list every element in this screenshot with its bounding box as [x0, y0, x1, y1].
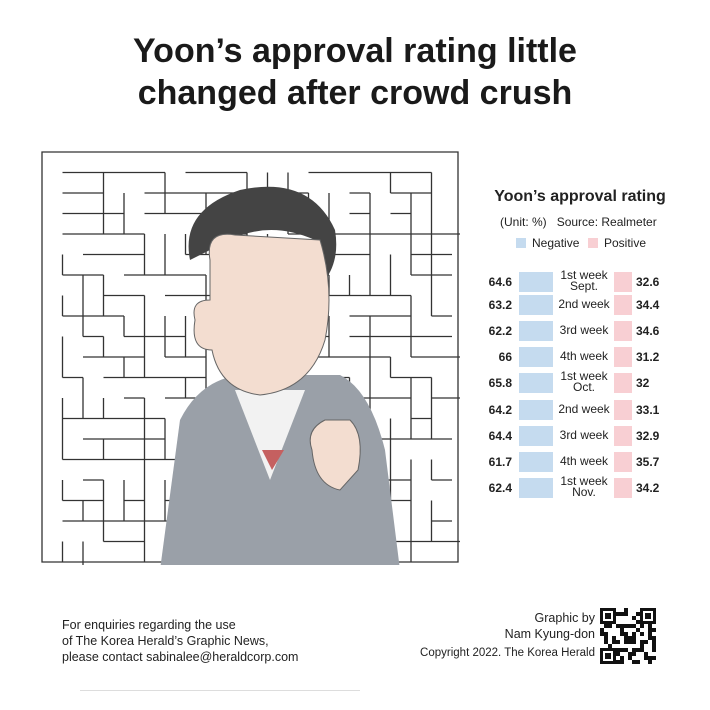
chart-unit-source: (Unit: %) Source: Realmeter — [500, 215, 657, 229]
legend-swatch — [516, 238, 526, 248]
positive-value-label: 34.4 — [636, 298, 660, 312]
legend-label: Negative — [532, 236, 580, 250]
category-label: 1st week Oct. — [554, 369, 614, 394]
negative-bar — [519, 295, 553, 315]
negative-value-label: 61.7 — [488, 455, 512, 469]
negative-bar — [519, 400, 553, 420]
negative-bar — [519, 272, 553, 292]
positive-bar — [614, 272, 632, 292]
category-line: 1st week — [560, 474, 608, 488]
legend-negative: Negative — [516, 236, 579, 250]
negative-value-label: 62.2 — [488, 324, 512, 338]
divider — [80, 690, 360, 691]
title-line: Yoon’s approval rating little — [133, 32, 577, 70]
category-line: 4th week — [559, 454, 609, 468]
positive-bar — [614, 321, 632, 341]
positive-bar — [614, 347, 632, 367]
portrait-illustration — [160, 186, 400, 565]
credit: Graphic by Nam Kyung-don — [505, 610, 595, 642]
negative-value-label: 64.2 — [488, 403, 512, 417]
category-label: 4th week — [554, 454, 614, 468]
source-label: Source: Realmeter — [556, 215, 657, 229]
chart-row: 66 4th week 31.2 — [470, 345, 680, 369]
legend-swatch — [588, 238, 598, 248]
negative-bar — [519, 452, 553, 472]
positive-bar — [614, 478, 632, 498]
page-title: Yoon’s approval rating little changed af… — [0, 30, 710, 114]
negative-bar — [519, 426, 553, 446]
credit-line: Nam Kyung-don — [504, 627, 595, 641]
negative-value-label: 64.6 — [488, 275, 512, 289]
chart-row: 64.6 1st week Sept. 32.6 — [470, 268, 680, 294]
chart-row: 64.4 3rd week 32.9 — [470, 424, 680, 448]
category-label: 1st week Sept. — [554, 268, 614, 293]
category-line: 1st week — [560, 369, 608, 383]
positive-value-label: 32.6 — [636, 275, 660, 289]
qr-code[interactable] — [600, 608, 656, 664]
unit-label: (Unit: %) — [500, 215, 547, 229]
negative-bar — [519, 478, 553, 498]
chart-row: 62.4 1st week Nov. 34.2 — [470, 474, 680, 500]
negative-bar — [519, 347, 553, 367]
category-label: 4th week — [554, 349, 614, 363]
positive-value-label: 32 — [636, 376, 650, 390]
chart-row: 62.2 3rd week 34.6 — [470, 319, 680, 343]
category-line: Sept. — [569, 279, 599, 293]
category-line: 3rd week — [559, 323, 609, 337]
category-line: 2nd week — [558, 402, 610, 416]
chart-row: 63.2 2nd week 34.4 — [470, 293, 680, 317]
positive-value-label: 34.2 — [636, 481, 660, 495]
positive-value-label: 32.9 — [636, 429, 660, 443]
chart-title: Yoon’s approval rating — [494, 188, 666, 205]
negative-value-label: 64.4 — [488, 429, 512, 443]
enquiry-line: of The Korea Herald’s Graphic News, — [62, 634, 269, 648]
chart-row: 64.2 2nd week 33.1 — [470, 398, 680, 422]
credit-line: Graphic by — [534, 611, 595, 625]
legend-positive: Positive — [588, 236, 646, 250]
category-label: 3rd week — [554, 323, 614, 337]
negative-bar — [519, 373, 553, 393]
positive-value-label: 31.2 — [636, 350, 660, 364]
category-label: 1st week Nov. — [554, 474, 614, 499]
category-line: 1st week — [560, 268, 608, 282]
negative-value-label: 63.2 — [488, 298, 512, 312]
chart-row: 65.8 1st week Oct. 32 — [470, 369, 680, 395]
negative-value-label: 65.8 — [488, 376, 512, 390]
enquiry-note: For enquiries regarding the use of The K… — [62, 617, 298, 665]
positive-value-label: 33.1 — [636, 403, 660, 417]
maze-illustration — [41, 151, 460, 565]
positive-value-label: 35.7 — [636, 455, 660, 469]
title-line: changed after crowd crush — [137, 74, 573, 112]
positive-bar — [614, 373, 632, 393]
enquiry-line: For enquiries regarding the use — [62, 618, 236, 632]
category-label: 2nd week — [554, 297, 614, 311]
category-line: Nov. — [572, 485, 596, 499]
enquiry-line: please contact sabinalee@heraldcorp.com — [62, 650, 299, 664]
category-line: 4th week — [559, 349, 609, 363]
negative-value-label: 66 — [498, 350, 512, 364]
category-line: 2nd week — [558, 297, 610, 311]
positive-bar — [614, 400, 632, 420]
chart-row: 61.7 4th week 35.7 — [470, 450, 680, 474]
category-line: 3rd week — [559, 428, 609, 442]
legend-label: Positive — [604, 236, 647, 250]
copyright: Copyright 2022. The Korea Herald — [420, 647, 595, 659]
positive-bar — [614, 426, 632, 446]
category-line: Oct. — [572, 380, 595, 394]
negative-value-label: 62.4 — [488, 481, 512, 495]
positive-bar — [614, 452, 632, 472]
positive-value-label: 34.6 — [636, 324, 660, 338]
negative-bar — [519, 321, 553, 341]
category-label: 3rd week — [554, 428, 614, 442]
category-label: 2nd week — [554, 402, 614, 416]
positive-bar — [614, 295, 632, 315]
